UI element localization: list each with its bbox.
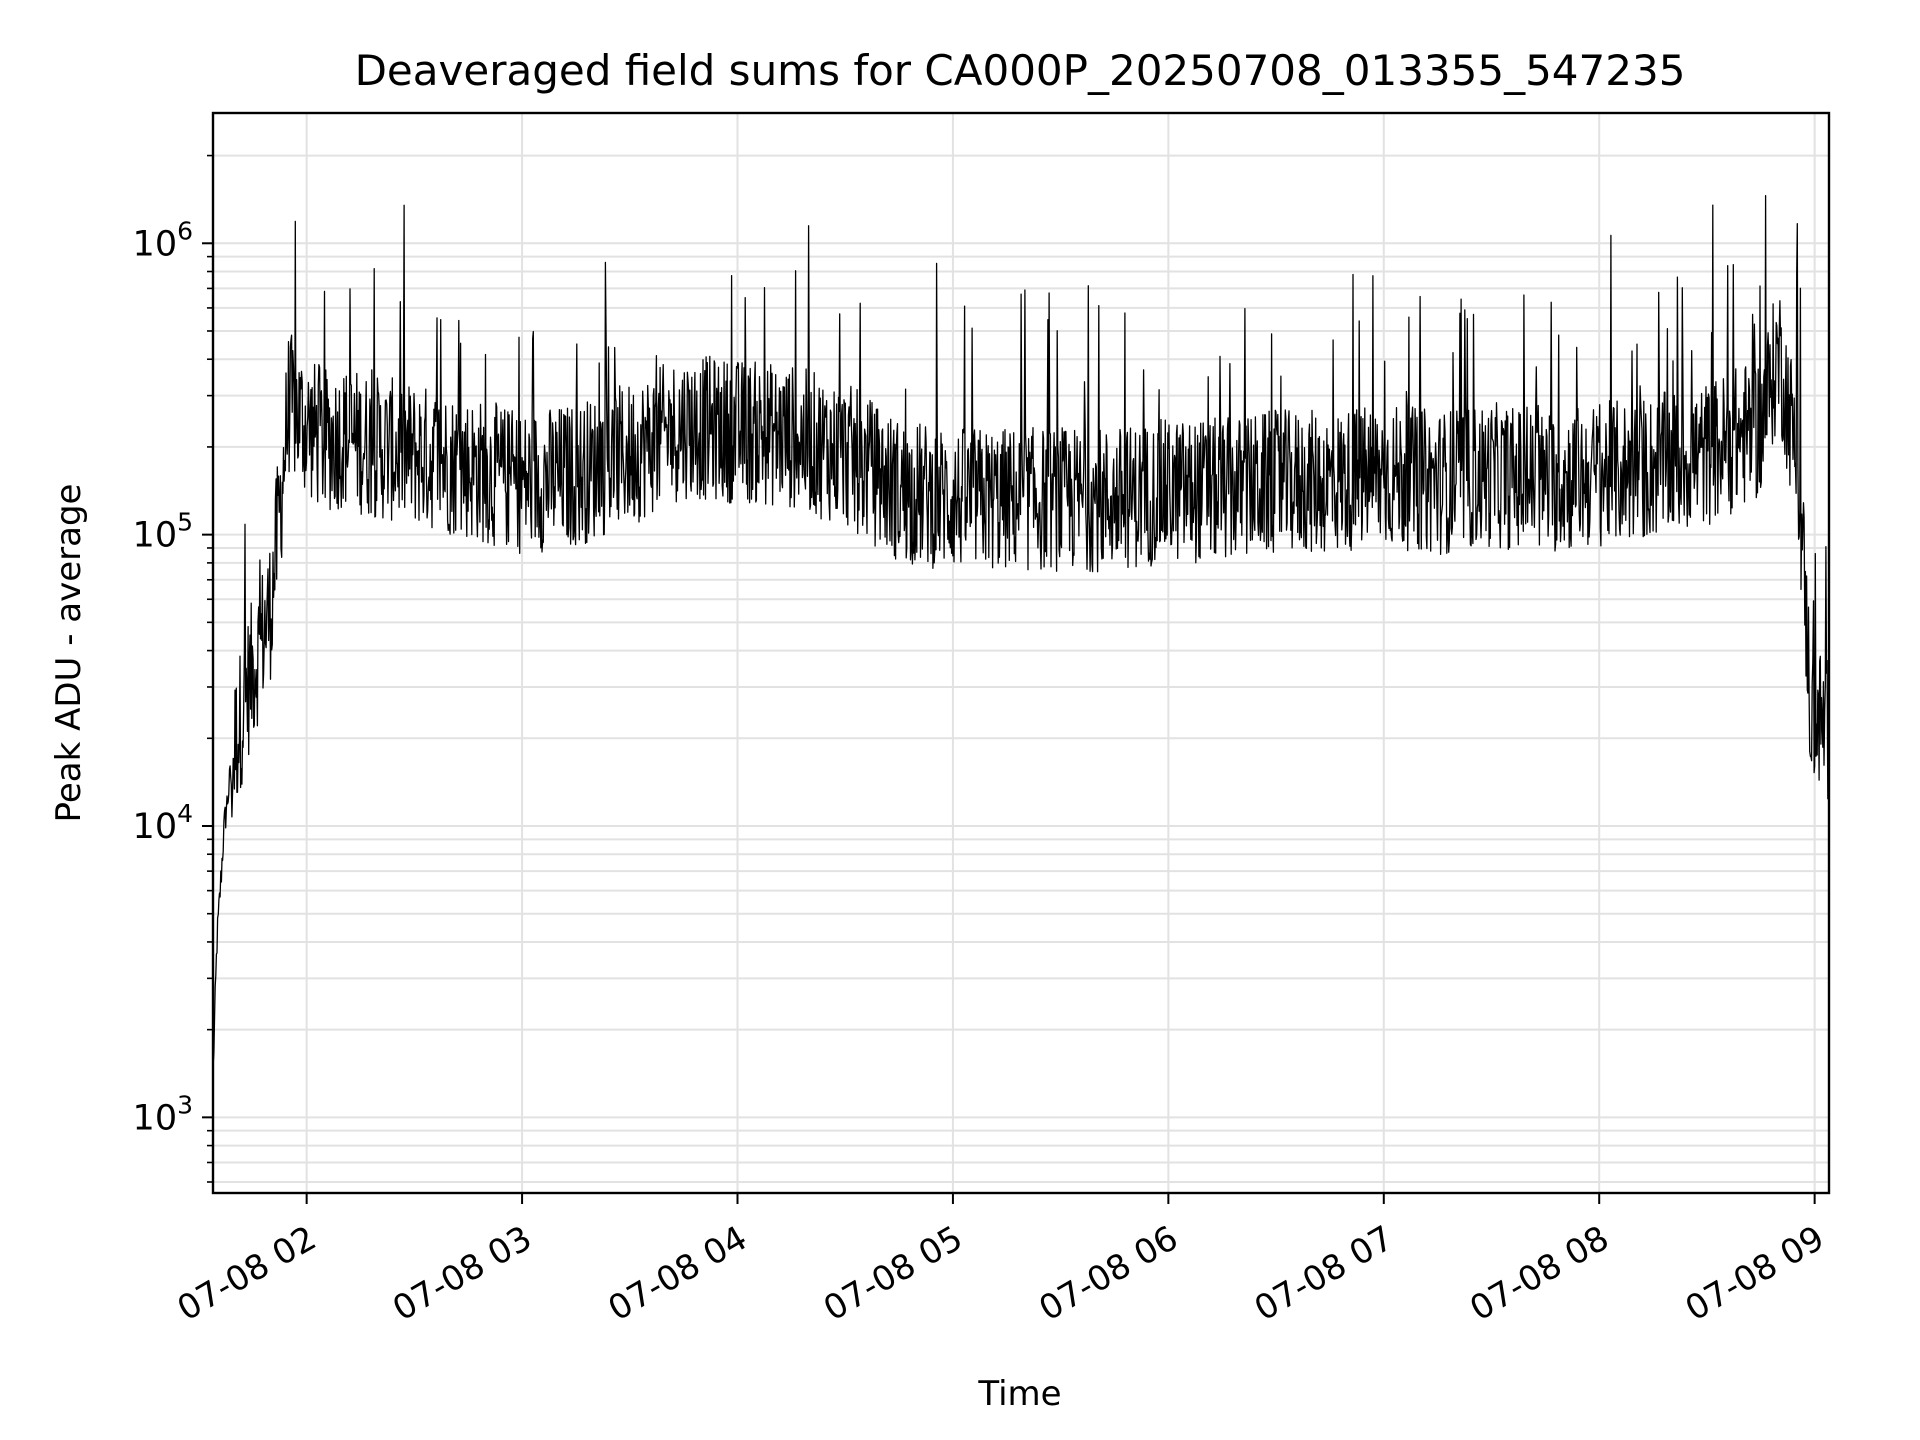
plot-frame [211, 111, 1831, 1195]
y-tick-label: 103 [133, 1090, 193, 1138]
y-tick-label: 106 [133, 216, 193, 264]
plot-line-group [212, 195, 1830, 1063]
y-tick-label: 105 [133, 508, 193, 556]
series-line [212, 195, 1830, 1063]
chart-title: Deaveraged field sums for CA000P_2025070… [355, 46, 1686, 95]
y-tick-label: 104 [133, 799, 193, 847]
y-axis: 103 104 105 106 [133, 154, 213, 1183]
x-axis-label: Time [977, 1374, 1061, 1414]
y-axis-label: Peak ADU - average [49, 484, 89, 823]
